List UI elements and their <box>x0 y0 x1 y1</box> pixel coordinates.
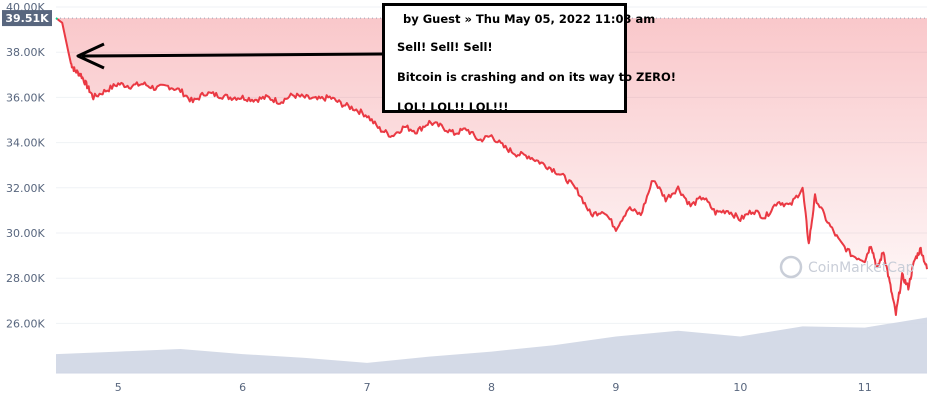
y-tick-label: 30.00K <box>6 227 45 240</box>
watermark-text: CoinMarketCap <box>808 260 915 276</box>
x-tick-label: 5 <box>115 381 122 394</box>
x-axis: 5 6 7 8 9 10 11 <box>56 372 927 394</box>
y-tick-label: 28.00K <box>6 272 45 285</box>
price-area-fill <box>56 18 927 315</box>
y-tick-label: 36.00K <box>6 91 45 104</box>
price-line-up <box>55 17 59 21</box>
y-axis: 40.00K38.00K36.00K34.00K32.00K30.00K28.0… <box>6 1 45 330</box>
annotation-box: by Guest » Thu May 05, 2022 11:03 am Sel… <box>382 3 676 114</box>
price-line <box>56 18 928 316</box>
current-price-badge <box>2 10 52 27</box>
x-tick-label: 10 <box>733 381 747 394</box>
watermark-logo-icon <box>779 255 803 279</box>
annotation-line-2: Bitcoin is crashing and on its way to ZE… <box>397 70 677 84</box>
current-price-label: 39.51K <box>2 10 52 27</box>
current-price-text: 39.51K <box>5 12 49 25</box>
y-tick-label: 32.00K <box>6 182 45 195</box>
x-tick-label: 6 <box>239 381 246 394</box>
watermark: CoinMarketCap <box>779 255 915 279</box>
annotation-line-1: Sell! Sell! Sell! <box>397 40 493 54</box>
y-tick-label: 34.00K <box>6 137 45 150</box>
x-tick-label: 9 <box>612 381 619 394</box>
x-tick-label: 7 <box>364 381 371 394</box>
annotation-line-3: LOL! LOL!! LOL!!! <box>397 100 509 114</box>
y-tick-label: 26.00K <box>6 317 45 330</box>
x-tick-label: 8 <box>488 381 495 394</box>
y-tick-label: 38.00K <box>6 46 45 59</box>
arrow-icon <box>76 42 383 70</box>
x-tick-label: 11 <box>858 381 872 394</box>
volume-bars <box>56 317 927 373</box>
volume-area <box>56 317 927 373</box>
annotation-header: by Guest » Thu May 05, 2022 11:03 am <box>403 12 656 26</box>
price-area <box>55 17 928 316</box>
